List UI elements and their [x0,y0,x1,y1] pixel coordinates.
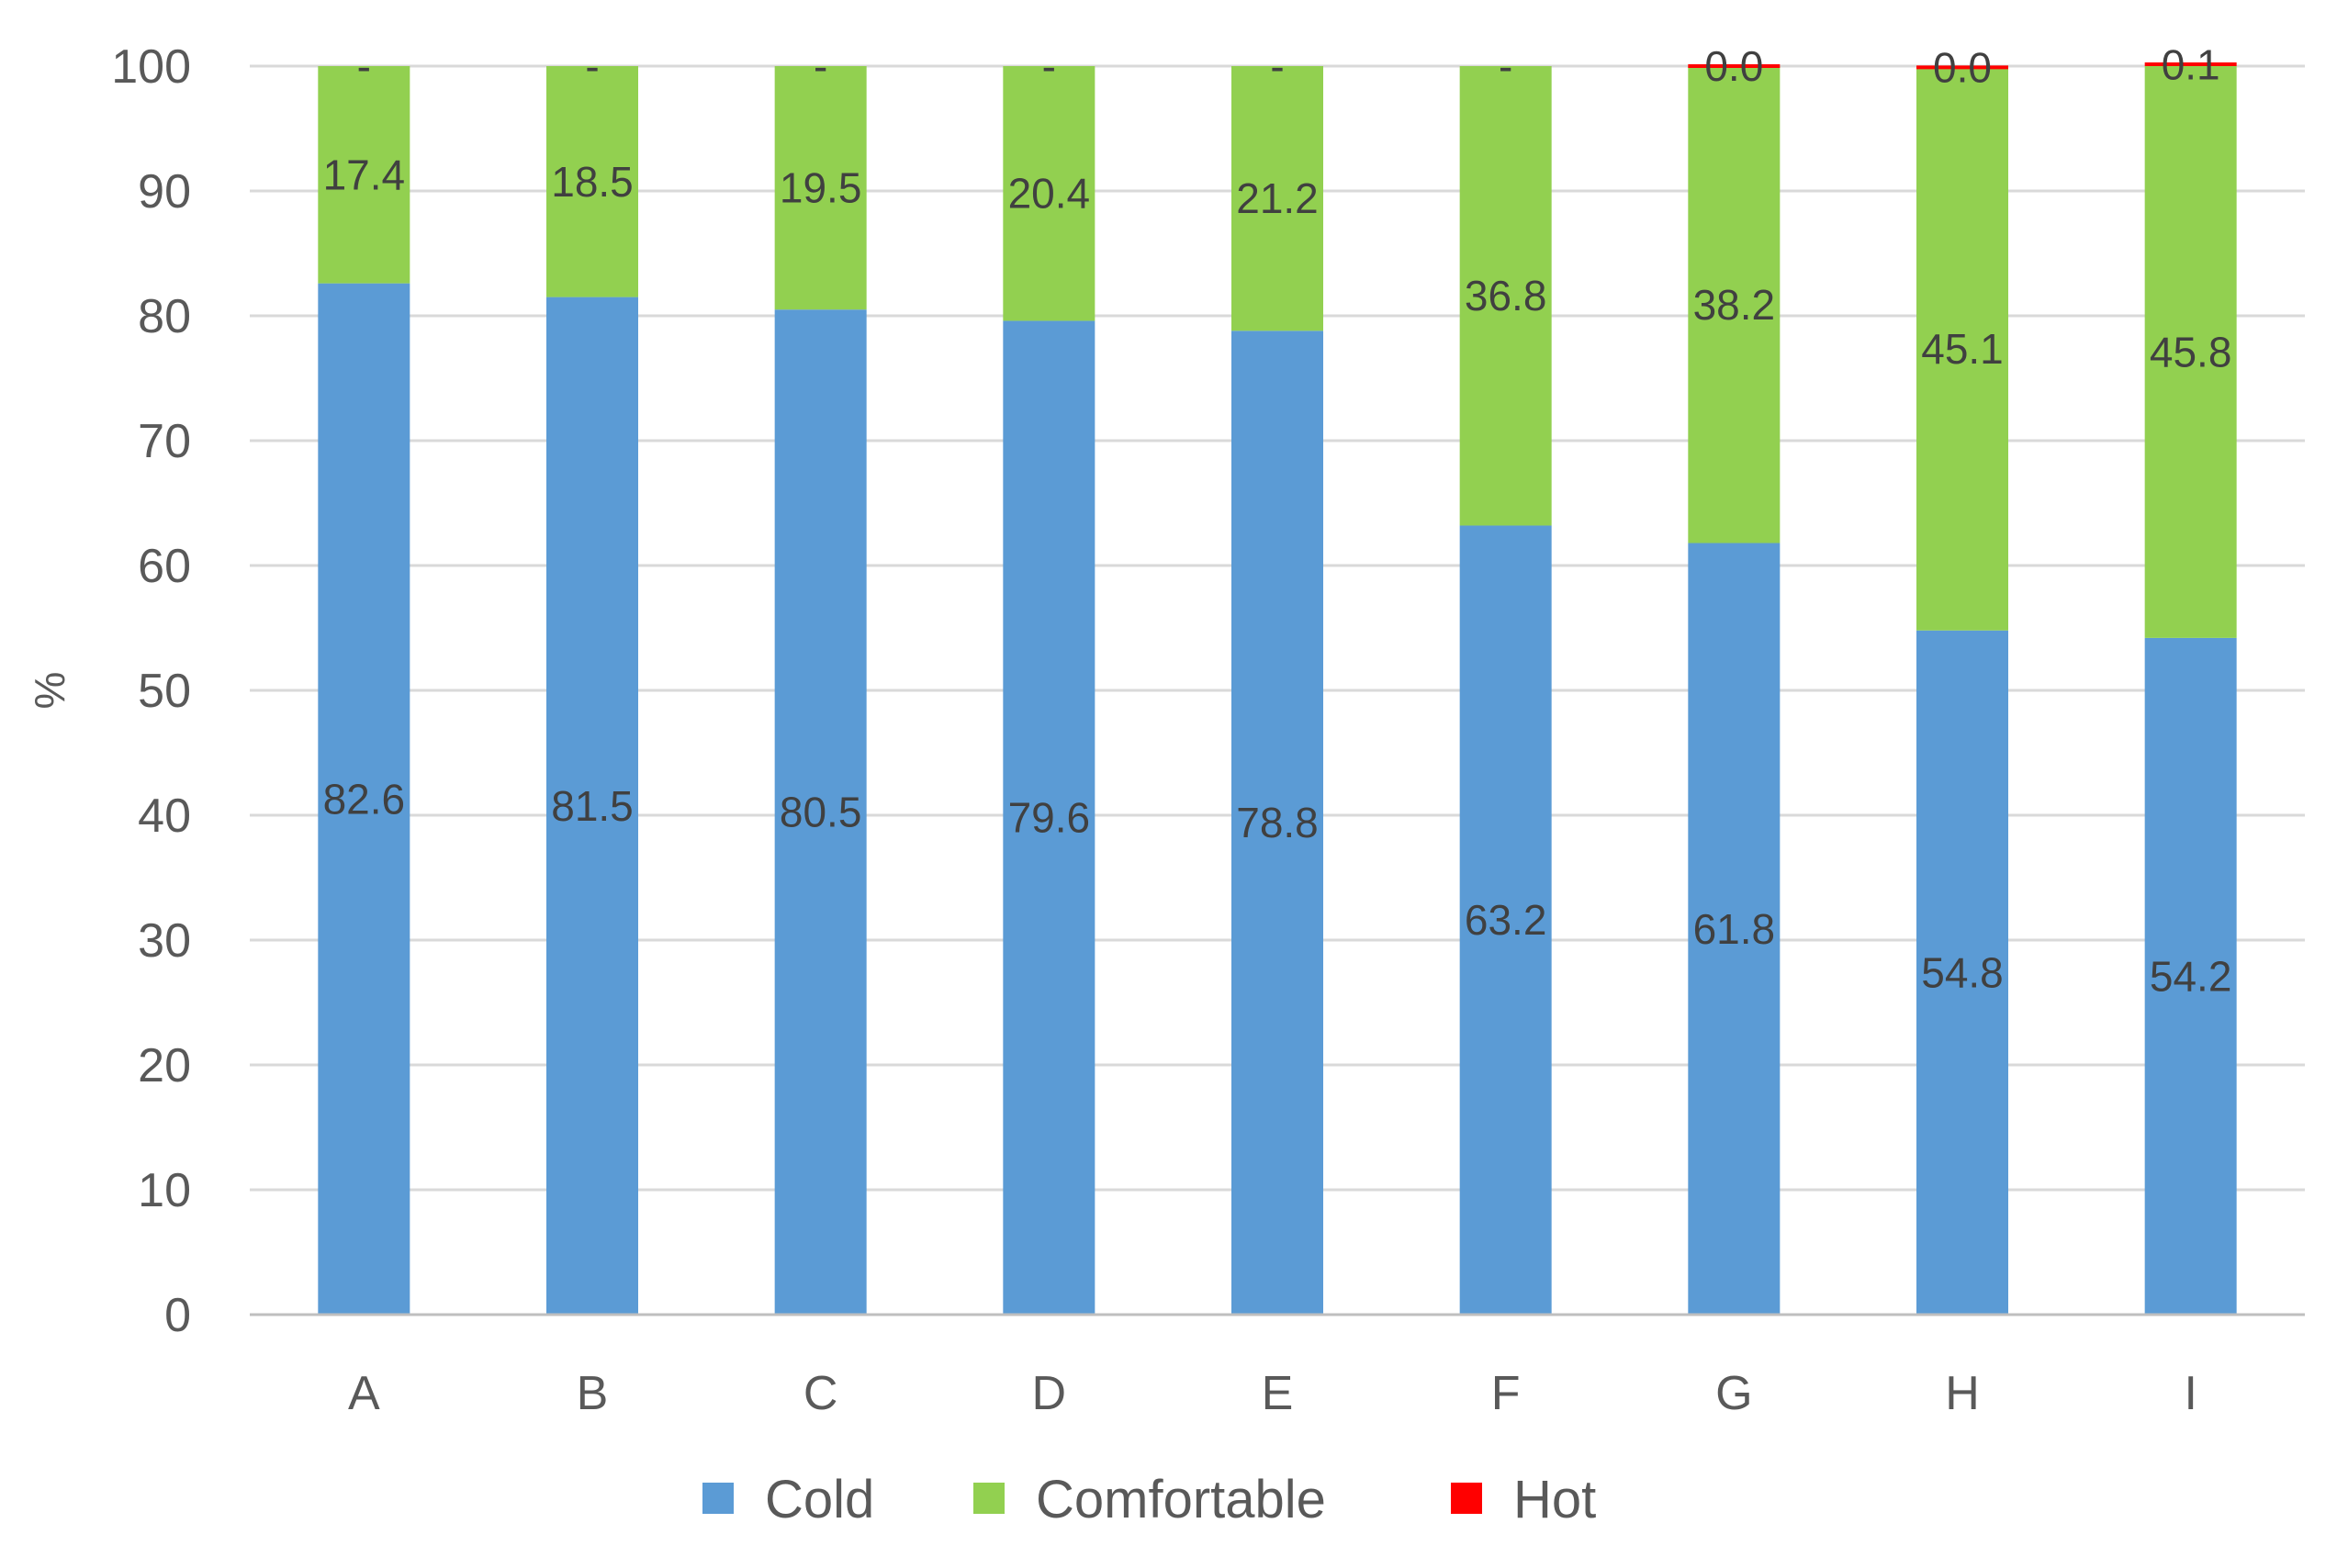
data-label-cold: 61.8 [1693,905,1776,953]
x-tick-label: G [1715,1367,1752,1420]
legend-label-comfortable: Comfortable [1036,1470,1326,1529]
data-label-hot: - [1270,42,1284,90]
data-label-hot: 0.0 [1704,42,1763,90]
bar-segment-hot [2144,62,2237,66]
data-label-hot: - [814,42,827,90]
y-tick-label: 100 [111,40,191,94]
data-label-cold: 81.5 [551,782,634,830]
bar-segment-comfortable [1688,66,1781,543]
y-tick-label: 60 [138,540,191,593]
bar-segment-comfortable [318,66,410,284]
data-label-cold: 80.5 [780,789,862,836]
x-tick-label: H [1945,1367,1980,1420]
bar-segment-comfortable [1003,66,1095,321]
y-tick-label: 40 [138,790,191,843]
bar-segment-cold [318,283,410,1315]
data-label-comfortable: 20.4 [1008,170,1091,218]
y-tick-label: 20 [138,1039,191,1092]
data-label-comfortable: 17.4 [323,151,406,198]
x-tick-label: B [577,1367,609,1420]
y-tick-label: 10 [138,1164,191,1217]
bar-segment-cold [546,297,638,1316]
y-tick-label: 0 [164,1289,191,1342]
x-tick-label: E [1262,1367,1294,1420]
bar-segment-cold [1003,320,1095,1316]
bar-segment-comfortable [1231,66,1323,331]
x-tick-label: I [2184,1367,2197,1420]
bar-segment-cold [1688,543,1781,1315]
data-label-hot: 0.0 [1933,43,1992,91]
data-label-hot: - [1499,42,1512,90]
data-label-hot: 0.1 [2162,41,2220,89]
x-axis-ticks: A B C D E F G H I [348,1367,2197,1420]
data-label-cold: 82.6 [323,775,406,823]
bar-segment-hot [1916,65,2008,70]
bar-segment-cold [1916,630,2008,1315]
legend-swatch-cold [702,1483,734,1514]
y-axis-label: % [26,672,73,710]
y-axis-ticks: 0 10 20 30 40 50 60 70 80 90 100 [111,40,191,1342]
legend: Cold Comfortable Hot [702,1470,1596,1529]
data-label-cold: 79.6 [1008,794,1091,842]
data-label-cold: 78.8 [1236,799,1319,846]
bar-segment-comfortable [546,66,638,297]
y-tick-label: 80 [138,290,191,343]
bar-segment-hot [1688,64,1781,68]
bar-segment-cold [2144,637,2237,1315]
bars [318,62,2237,1316]
legend-label-cold: Cold [765,1470,874,1529]
legend-swatch-comfortable [973,1483,1005,1514]
bar-segment-comfortable [774,66,867,310]
y-tick-label: 90 [138,165,191,218]
data-label-comfortable: 45.1 [1921,325,2004,373]
data-label-hot: - [585,42,599,90]
bar-segment-cold [1231,330,1323,1315]
data-label-comfortable: 19.5 [780,164,862,212]
bar-segment-cold [1459,525,1552,1315]
data-label-comfortable: 18.5 [551,158,634,206]
data-label-hot: - [1042,42,1056,90]
data-label-comfortable: 38.2 [1693,281,1776,329]
legend-swatch-hot [1451,1483,1482,1514]
data-label-comfortable: 45.8 [2150,328,2232,375]
bar-segment-cold [774,309,867,1316]
data-labels: 82.6 17.4 - 81.5 18.5 - 80.5 19.5 - 79.6 20.4 - 78.8… [323,41,2232,1001]
data-label-comfortable: 36.8 [1465,272,1547,319]
data-label-cold: 54.8 [1921,948,2004,996]
bar-segment-comfortable [1916,67,2008,631]
data-label-cold: 63.2 [1465,896,1547,944]
x-tick-label: A [348,1367,380,1420]
x-tick-label: F [1491,1367,1521,1420]
legend-label-hot: Hot [1513,1470,1596,1529]
bar-segment-comfortable [1459,66,1552,526]
x-tick-label: C [803,1367,838,1420]
y-tick-label: 50 [138,665,191,718]
data-label-comfortable: 21.2 [1236,174,1319,222]
y-tick-label: 30 [138,914,191,968]
y-tick-label: 70 [138,415,191,468]
bar-segment-comfortable [2144,66,2237,638]
x-tick-label: D [1032,1367,1067,1420]
data-label-cold: 54.2 [2150,952,2232,1000]
data-label-hot: - [357,42,371,90]
